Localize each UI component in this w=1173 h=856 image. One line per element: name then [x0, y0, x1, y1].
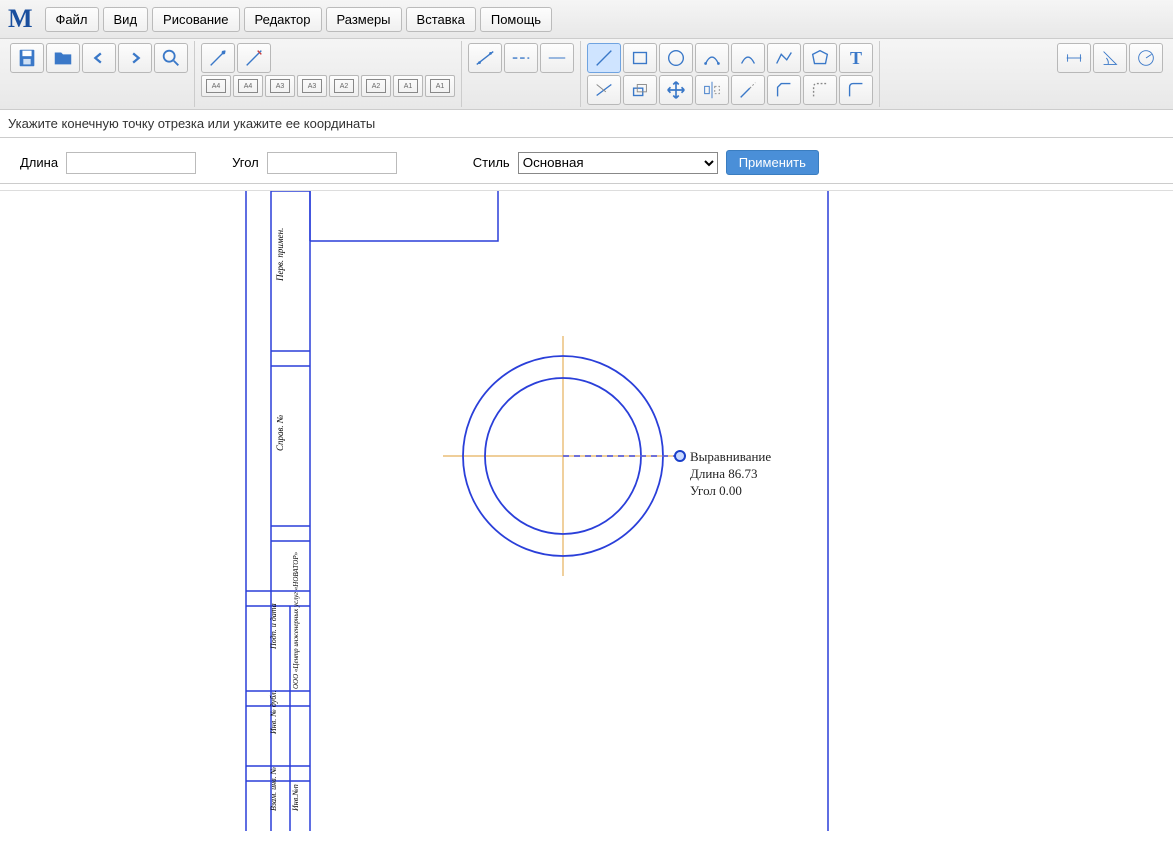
draw-polyline-button[interactable] [767, 43, 801, 73]
titleblock-row5b: Инв.№п [291, 784, 300, 812]
length-input[interactable] [66, 152, 196, 174]
angle-input[interactable] [267, 152, 397, 174]
chamfer-button[interactable] [767, 75, 801, 105]
toolbar: A4 A4 A3 A3 A2 A2 A1 A1 T [0, 39, 1173, 110]
menu-editor[interactable]: Редактор [244, 7, 322, 32]
draw-circle-button[interactable] [659, 43, 693, 73]
format-a1-landscape[interactable]: A1 [425, 75, 455, 97]
format-a2-portrait[interactable]: A2 [329, 75, 359, 97]
length-label: Длина [20, 155, 58, 170]
toolgroup-draw: T [581, 41, 880, 107]
snap-point-icon [675, 451, 685, 461]
offset-button[interactable] [623, 75, 657, 105]
format-a3-landscape[interactable]: A3 [297, 75, 327, 97]
move-button[interactable] [659, 75, 693, 105]
titleblock-row5: Взам. инв. № [269, 766, 278, 811]
style-select[interactable]: Основная [518, 152, 718, 174]
line-thin-button[interactable] [540, 43, 574, 73]
format-a4-portrait[interactable]: A4 [201, 75, 231, 97]
menu-view[interactable]: Вид [103, 7, 149, 32]
titleblock-row3b: ООО «Центр инженерных услуг «НОВАТОР» [292, 551, 300, 689]
status-bar: Укажите конечную точку отрезка или укажи… [0, 110, 1173, 138]
titleblock-row2: Справ. № [275, 415, 285, 451]
menu-insert[interactable]: Вставка [406, 7, 476, 32]
line-dashed-button[interactable] [504, 43, 538, 73]
input-bar: Длина Угол Стиль Основная Применить [0, 142, 1173, 184]
format-a3-portrait[interactable]: A3 [265, 75, 295, 97]
menubar: M Файл Вид Рисование Редактор Размеры Вс… [0, 0, 1173, 39]
format-a4-landscape[interactable]: A4 [233, 75, 263, 97]
trim-button[interactable] [587, 75, 621, 105]
draw-arc-3pt-button[interactable] [695, 43, 729, 73]
toolgroup-dimensions [1051, 41, 1169, 107]
draw-polygon-button[interactable] [803, 43, 837, 73]
snap-point-button[interactable] [201, 43, 235, 73]
titleblock-row4: Инв. № дубл. [269, 690, 278, 735]
fillet-dashed-button[interactable] [803, 75, 837, 105]
menu-dimensions[interactable]: Размеры [326, 7, 402, 32]
draw-text-button[interactable]: T [839, 43, 873, 73]
dim-angular-button[interactable] [1093, 43, 1127, 73]
zoom-button[interactable] [154, 43, 188, 73]
dim-linear-button[interactable] [1057, 43, 1091, 73]
drawing-canvas[interactable]: Перв. примен. Справ. № Подп. и дата ООО … [238, 191, 838, 831]
draw-rect-button[interactable] [623, 43, 657, 73]
redo-button[interactable] [118, 43, 152, 73]
draw-line-button[interactable] [587, 43, 621, 73]
snap-toggle-button[interactable] [237, 43, 271, 73]
draw-arc-button[interactable] [731, 43, 765, 73]
menu-help[interactable]: Помощь [480, 7, 552, 32]
toolgroup-measure: A4 A4 A3 A3 A2 A2 A1 A1 [195, 41, 462, 107]
menu-file[interactable]: Файл [45, 7, 99, 32]
status-text: Укажите конечную точку отрезка или укажи… [8, 116, 375, 131]
titleblock-row1: Перв. примен. [275, 228, 285, 282]
mirror-button[interactable] [695, 75, 729, 105]
open-button[interactable] [46, 43, 80, 73]
format-a1-portrait[interactable]: A1 [393, 75, 423, 97]
drawing-tooltip: Выравнивание Длина 86.73 Угол 0.00 [690, 449, 771, 500]
canvas-area[interactable]: Перв. примен. Справ. № Подп. и дата ООО … [0, 190, 1173, 830]
titleblock-row3: Подп. и дата [269, 603, 278, 650]
tooltip-snap: Выравнивание [690, 449, 771, 466]
toolgroup-file [4, 41, 195, 107]
style-label: Стиль [473, 155, 510, 170]
save-button[interactable] [10, 43, 44, 73]
extend-button[interactable] [731, 75, 765, 105]
undo-button[interactable] [82, 43, 116, 73]
app-logo: M [6, 4, 41, 34]
format-a2-landscape[interactable]: A2 [361, 75, 391, 97]
angle-label: Угол [232, 155, 259, 170]
dim-radial-button[interactable] [1129, 43, 1163, 73]
line-solid-button[interactable] [468, 43, 502, 73]
apply-button[interactable]: Применить [726, 150, 819, 175]
toolgroup-linetype [462, 41, 581, 107]
menu-drawing[interactable]: Рисование [152, 7, 239, 32]
fillet-button[interactable] [839, 75, 873, 105]
